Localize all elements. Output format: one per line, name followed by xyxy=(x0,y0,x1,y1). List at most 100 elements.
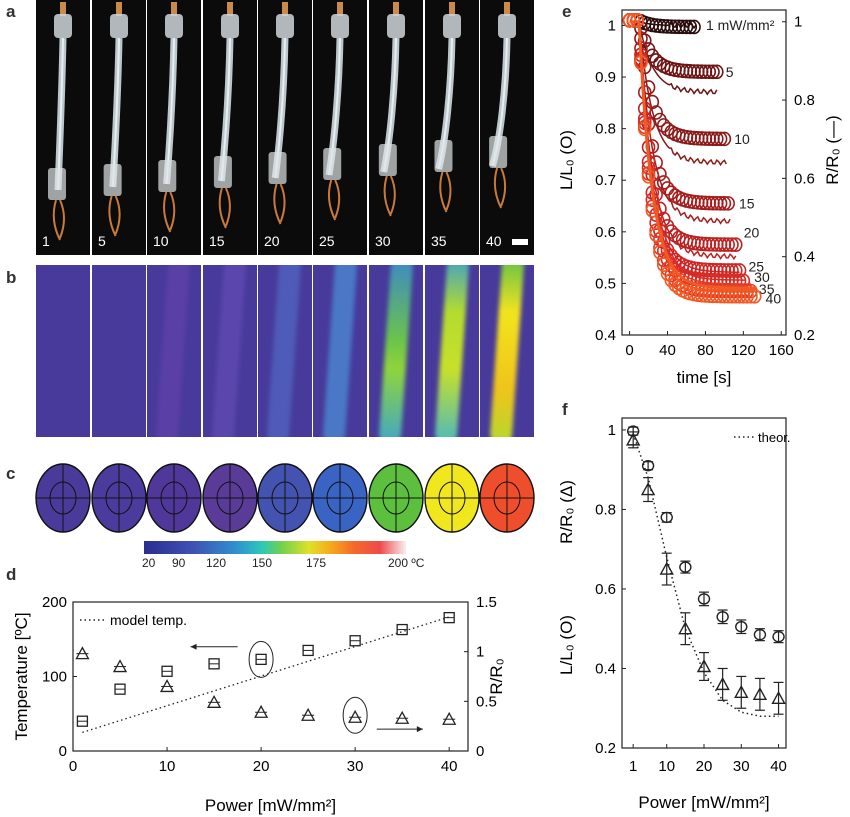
highlight-circle xyxy=(248,640,274,678)
length-marker xyxy=(721,237,735,252)
length-ratio-point xyxy=(716,611,729,623)
heated-fiber-stripe xyxy=(378,265,414,437)
resistance-point xyxy=(301,707,316,721)
fiber-drawing xyxy=(268,2,294,225)
length-marker xyxy=(709,64,724,80)
length-ratio-point xyxy=(697,593,711,605)
y-axis-label: Temperature [ºC] xyxy=(12,612,31,740)
length-marker xyxy=(725,237,739,252)
colorbar-tick-label: 175 xyxy=(306,556,327,570)
cross-section-ellipse xyxy=(257,463,313,533)
y-tick-label: 100 xyxy=(42,669,67,686)
x-axis-label: Power [mW/mm²] xyxy=(205,796,336,815)
x-axis-label: Power [mW/mm²] xyxy=(638,793,769,812)
y-right-axis-label: R/R₀ xyxy=(487,658,506,694)
fiber-drawing xyxy=(323,2,349,221)
length-marker xyxy=(713,131,728,147)
length-ratio-point xyxy=(679,561,692,573)
fiber-drawing xyxy=(434,2,461,213)
length-marker xyxy=(721,196,735,211)
length-marker xyxy=(740,288,754,304)
cross-section-ellipse xyxy=(479,463,535,533)
resistance-point xyxy=(442,711,457,725)
y-tick-label: 0.5 xyxy=(595,275,616,292)
x-tick-label: 40 xyxy=(770,758,787,775)
photo-frame: 20 xyxy=(258,0,312,255)
y-tick-label: 0.6 xyxy=(595,581,616,598)
y-right-tick-label: 0.8 xyxy=(794,92,815,109)
y-right-tick-label: 0.5 xyxy=(476,693,497,710)
x-tick-label: 0 xyxy=(69,758,77,775)
frame-label: 1 xyxy=(42,233,50,249)
y-right-axis-label: R/R₀ (—) xyxy=(823,115,842,184)
x-tick-label: 80 xyxy=(697,342,714,359)
length-marker xyxy=(725,263,739,278)
cross-section-ellipse xyxy=(368,463,424,533)
y-tick-label: 0.4 xyxy=(595,327,616,344)
cross-section-ellipse xyxy=(424,463,480,533)
y-tick-label: 0.6 xyxy=(595,224,616,241)
y-right-tick-label: 0.2 xyxy=(794,327,815,344)
legend-label: model temp. xyxy=(110,612,187,628)
frame-label: 35 xyxy=(431,233,447,249)
length-marker xyxy=(713,196,728,211)
resistance-ratio-point xyxy=(752,686,768,701)
length-ratio-point xyxy=(660,511,673,524)
thermal-frame xyxy=(92,265,146,437)
colorbar-tick-label: 20 xyxy=(142,556,156,570)
panel-letter-a: a xyxy=(6,2,16,21)
photo-frame: 5 xyxy=(92,0,146,255)
curve-label: 1 mW/mm² xyxy=(706,17,775,33)
length-ratio-point xyxy=(753,628,767,641)
resistance-point xyxy=(395,710,410,724)
y-tick-label: 1 xyxy=(608,17,616,34)
resistance-ratio-point xyxy=(696,659,712,673)
photo-frame: 15 xyxy=(203,0,257,255)
y-right-tick-label: 0.4 xyxy=(794,249,815,266)
x-tick-label: 30 xyxy=(733,758,750,775)
left-arrow-head xyxy=(190,643,197,650)
colorbar-tick-label: 150 xyxy=(252,556,273,570)
photo-frame: 1 xyxy=(36,0,90,255)
x-tick-label: 20 xyxy=(253,758,270,775)
length-marker xyxy=(649,227,663,243)
length-ratio-point xyxy=(772,630,785,643)
length-marker xyxy=(728,263,743,278)
length-marker xyxy=(744,288,758,304)
photo-frame: 35 xyxy=(425,0,479,255)
y-right-tick-label: 0 xyxy=(476,743,484,760)
x-axis-label: time [s] xyxy=(677,368,732,387)
resistance-point xyxy=(206,694,222,708)
length-marker xyxy=(717,131,732,147)
length-marker xyxy=(744,283,758,299)
length-marker xyxy=(717,196,732,211)
resistance-point xyxy=(75,646,90,660)
resistance-ratio-point xyxy=(659,561,674,575)
plot-frame xyxy=(621,417,787,749)
curve-label: 40 xyxy=(766,290,782,306)
length-marker xyxy=(702,64,717,80)
resistance-ratio-point xyxy=(734,684,749,699)
curve-label: 35 xyxy=(759,281,775,297)
panel-letter-f: f xyxy=(562,400,568,419)
thermal-frame xyxy=(369,265,423,437)
length-marker xyxy=(732,263,747,278)
length-marker xyxy=(706,64,720,80)
panel-letter-d: d xyxy=(6,565,17,584)
resistance-point xyxy=(159,679,175,693)
thermal-frame xyxy=(258,265,312,437)
y-right-tick-label: 1 xyxy=(794,14,802,31)
length-ratio-point xyxy=(641,460,655,472)
length-marker xyxy=(660,121,675,137)
right-arrow-head xyxy=(416,726,423,733)
frame-label: 15 xyxy=(209,233,225,249)
length-marker xyxy=(728,237,743,252)
scale-bar xyxy=(512,239,528,245)
y-tick-label: 0.9 xyxy=(595,69,616,86)
x-tick-label: 120 xyxy=(731,342,756,359)
fiber-drawing xyxy=(158,2,183,233)
resistance-ratio-point xyxy=(626,432,641,446)
length-marker xyxy=(660,181,675,196)
cross-section-ellipse xyxy=(91,463,147,533)
legend-label: theor. xyxy=(758,430,791,445)
